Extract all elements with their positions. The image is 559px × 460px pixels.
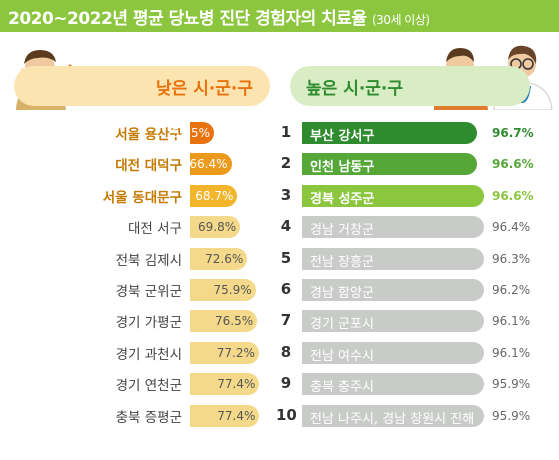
- low-region-label: 서울 동대문구: [102, 189, 182, 206]
- high-bar: [302, 153, 477, 176]
- high-bar: [302, 184, 484, 207]
- rank-number: 4: [280, 217, 292, 236]
- low-bar-value: 77.2%: [216, 345, 255, 360]
- high-bar: [302, 404, 484, 427]
- high-bar-value: 96.1%: [492, 345, 531, 360]
- rank-number: 6: [280, 280, 292, 298]
- rank-number: 8: [280, 342, 292, 361]
- high-bar: [302, 373, 484, 396]
- rank-number: 2: [280, 154, 292, 173]
- high-region-label: 전남 나주시, 경남 창원시 진해: [310, 411, 475, 427]
- high-bar: [302, 122, 477, 144]
- low-bar: [190, 341, 259, 364]
- high-bar: [302, 247, 484, 270]
- chart-subtitle: (30세 이상): [372, 13, 430, 27]
- low-bar: [190, 373, 260, 396]
- low-region-label: 대전 대덕구: [115, 158, 182, 175]
- low-region-label: 경기 연천군: [115, 378, 182, 395]
- low-bar: [190, 247, 248, 270]
- low-bar-value: 76.5%: [215, 314, 254, 329]
- low-region-label: 서울 용산구: [115, 127, 182, 143]
- rank-number: 10: [276, 405, 297, 424]
- low-bar: [190, 310, 258, 333]
- high-bar-value: 96.2%: [492, 283, 531, 297]
- high-region-label: 경남 함양군: [310, 286, 374, 301]
- high-bar-value: 95.9%: [492, 377, 531, 392]
- low-bar-value: 68.7%: [195, 188, 234, 203]
- high-bar-value: 96.3%: [492, 251, 531, 266]
- high-region-label: 충북 충주시: [310, 380, 374, 396]
- low-bar-value: 59.5%: [171, 126, 211, 140]
- high-bar: [302, 341, 484, 364]
- low-bar: [190, 216, 241, 239]
- high-region-label: 전남 여수시: [310, 348, 374, 364]
- high-bar-value: 96.1%: [492, 314, 531, 329]
- high-region-label: 경기 군포시: [310, 317, 374, 333]
- high-bar-value: 95.9%: [492, 408, 531, 423]
- high-bar: [302, 216, 484, 239]
- title-bar: [0, 0, 559, 32]
- low-bar: [190, 404, 260, 427]
- low-bar: [190, 153, 232, 176]
- low-region-label: 충북 증평군: [115, 409, 182, 426]
- rank-number: 1: [280, 123, 292, 141]
- low-bar-value: 69.8%: [198, 220, 237, 235]
- low-bar: [190, 184, 238, 207]
- high-region-label: 경남 거창군: [310, 223, 374, 239]
- low-region-label: 전북 김제시: [115, 252, 182, 269]
- high-bar: [302, 310, 484, 333]
- low-bar-value: 66.4%: [189, 157, 228, 172]
- high-header-pill: [290, 66, 530, 106]
- high-bar-value: 96.6%: [492, 157, 534, 172]
- chart-title: 2020~2022년 평균 당뇨병 진단 경험자의 치료율 (30세 이상): [8, 4, 430, 29]
- low-region-label: 경기 과천시: [115, 346, 182, 363]
- low-bar-value: 77.4%: [217, 408, 256, 423]
- high-region-label: 인천 남동구: [310, 160, 375, 176]
- high-bar: [302, 279, 484, 301]
- high-region-label: 전남 장흥군: [310, 254, 374, 270]
- low-bar: [190, 122, 215, 144]
- low-region-label: 경북 군위군: [115, 284, 182, 300]
- rank-number: 5: [280, 248, 292, 267]
- low-bar-value: 77.4%: [217, 377, 256, 392]
- chart-title-main: 2020~2022년 평균 당뇨병 진단 경험자의 치료율: [8, 9, 367, 29]
- high-bar-value: 96.6%: [492, 188, 534, 203]
- high-region-label: 경북 성주군: [310, 191, 375, 207]
- low-region-label: 경기 가평군: [115, 315, 182, 332]
- low-bar-value: 75.9%: [213, 283, 252, 297]
- high-section-label: 높은 시·군·구: [306, 79, 404, 99]
- low-region-label: 대전 서구: [128, 221, 182, 238]
- low-bar: [190, 279, 256, 301]
- rank-number: 9: [280, 374, 292, 393]
- low-header-pill: [14, 66, 270, 106]
- rank-number: 7: [280, 311, 292, 330]
- rank-number: 3: [280, 185, 292, 204]
- high-bar-value: 96.4%: [492, 220, 531, 235]
- low-bar-value: 72.6%: [205, 251, 244, 266]
- high-region-label: 부산 강서구: [310, 129, 375, 144]
- low-section-label: 낮은 시·군·구: [156, 79, 254, 99]
- high-bar-value: 96.7%: [492, 126, 534, 140]
